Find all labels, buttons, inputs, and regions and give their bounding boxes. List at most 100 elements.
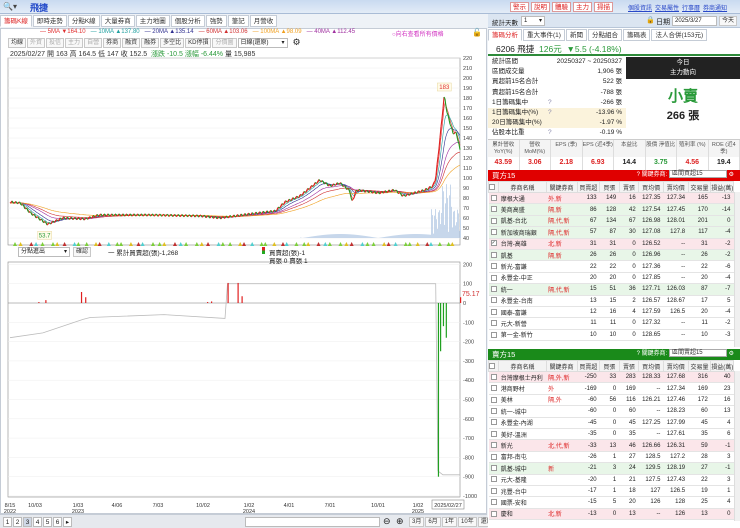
column-header[interactable]: 損益(萬) [710,181,734,193]
column-header[interactable]: 關鍵券商 [545,181,578,193]
row-checkbox[interactable] [488,508,499,521]
tab-stock-analysis[interactable]: 個股分析 [170,15,205,27]
column-header[interactable]: 交易量 [687,360,712,372]
table-row[interactable]: 富邦-南屯 -26 1 27 128.5 127.2 28 3 [488,451,734,464]
toolbar-button[interactable]: KD停損 [185,38,212,48]
trial-button[interactable]: 體驗 [552,2,571,12]
table-row[interactable]: 美林 隔,外 -60 56 116 126.21 127.46 172 16 [488,394,734,407]
legend-note[interactable]: ○向右查看所有價格 [392,32,444,38]
row-checkbox[interactable] [488,428,499,441]
column-header[interactable]: 損益(萬) [710,360,734,372]
broker-name[interactable]: 摩根大通 [498,192,547,205]
table-row[interactable]: 統一-城中 -60 0 60 -- 128.23 60 13 [488,405,734,418]
table-row[interactable]: 新光 北,代,新 -33 13 46 126.66 126.31 59 -1 [488,439,734,452]
row-checkbox[interactable] [488,283,499,296]
broker-name[interactable]: 元大-新營 [498,317,547,330]
row-checkbox[interactable] [488,272,499,285]
column-header[interactable]: 賣均價 [662,181,689,193]
tab-notes[interactable]: 筆記 [227,15,249,27]
today-button[interactable]: 今天 [719,16,738,26]
table-row[interactable]: 美好-溫洲 -35 0 35 -- 127.61 35 6 [488,428,734,441]
period-select[interactable]: 日線(還原) ▾ [237,38,288,48]
table-row[interactable]: 統一 隔,代,新 15 51 36 127.71 126.03 87 -7 [488,283,734,296]
column-header[interactable]: 賣張 [618,181,640,193]
table-row[interactable]: 兆豐-台中 -17 1 18 127 126.5 19 1 [488,485,734,498]
right-tab[interactable]: 新聞 [565,29,587,41]
table-row[interactable]: 永豐金-內湖 -45 0 45 127.25 127.99 45 4 [488,417,734,429]
table-row[interactable]: 新加坡商瑞銀 隔,代,新 57 87 30 127.08 127.8 117 -4 [488,226,734,239]
range-button[interactable]: 3月 [409,517,425,527]
column-header[interactable]: 買張 [599,181,620,193]
table-row[interactable]: 國泰-富謙 12 16 4 127.59 126.5 20 -4 [488,306,734,319]
row-checkbox[interactable] [488,226,499,239]
row-checkbox[interactable] [488,382,499,395]
page-button[interactable]: 5 [43,517,52,527]
table-row[interactable]: 慶和 北,新 -13 0 13 -- 126 13 0 [488,508,734,521]
sell-scrollbar[interactable] [734,371,740,521]
stock-info-link[interactable]: 個股資訊 [628,6,653,12]
date-input[interactable]: 2025/3/27 [672,16,717,26]
search-combo[interactable] [245,517,380,527]
help-icon[interactable]: ? [548,129,552,137]
table-row[interactable]: 港商野村外 -169 0 169 -- 127.34 169 23 [488,382,734,395]
row-checkbox[interactable] [488,192,499,205]
price-chart[interactable]: 2202102001901801701601501401301201101009… [0,0,487,528]
column-header[interactable]: 關鍵券商 [545,360,578,372]
table-row[interactable]: 國票-安和 -15 5 20 126 128 25 4 [488,496,734,509]
main-force-button[interactable]: 主力 [573,2,592,12]
page-more-button[interactable]: ▸ [63,517,72,527]
scan-button[interactable]: 掃描 [594,2,613,12]
column-header[interactable]: 券商名稱 [498,360,547,372]
broker-name[interactable]: 美好-溫洲 [498,428,547,441]
row-checkbox[interactable] [488,249,499,262]
table-row[interactable]: 元大-新營 11 11 0 127.32 -- 11 -2 [488,317,734,330]
row-checkbox[interactable] [488,417,499,429]
row-checkbox[interactable] [488,215,499,228]
table-row[interactable]: 永豐金-中正 20 20 0 127.85 -- 20 -4 [488,272,734,285]
toolbar-button[interactable]: 分價圖 [212,38,237,48]
row-checkbox[interactable] [488,329,499,342]
column-header[interactable]: 買張 [599,360,620,372]
tab-main-force-map[interactable]: 主力地圖 [135,15,170,27]
table-row[interactable]: 凱基-城中新 -21 3 24 129.5 128.19 27 -1 [488,462,734,475]
column-header[interactable]: 買均價 [638,181,664,193]
column-header[interactable]: 買均價 [638,360,664,372]
row-checkbox[interactable] [488,260,499,273]
column-header[interactable]: 交易量 [687,181,712,193]
sell-key-select[interactable]: 區間賣超15 [668,349,727,358]
select-all-checkbox[interactable] [487,360,500,372]
broker-name[interactable]: 第一金-新竹 [498,329,547,342]
row-checkbox[interactable] [488,306,499,319]
broker-name[interactable]: 港商野村 [498,382,547,395]
toolbar-button[interactable]: 融券 [141,38,160,48]
tab-large-brokers[interactable]: 大量券商 [100,15,135,27]
tab-branch-kline[interactable]: 分點K線 [67,15,100,27]
page-button[interactable]: 4 [33,517,42,527]
table-row[interactable]: 第一金-新竹 10 10 0 128.65 -- 10 -3 [488,329,734,342]
row-checkbox[interactable] [488,462,499,475]
broker-name[interactable]: 統一 [498,283,547,296]
toolbar-button[interactable]: 融資 [122,38,141,48]
row-checkbox[interactable] [488,405,499,418]
broker-name[interactable]: 永豐金-台南 [498,295,547,307]
row-checkbox[interactable] [488,439,499,452]
column-header[interactable]: 賣均價 [662,360,689,372]
row-checkbox[interactable] [488,474,499,486]
broker-name[interactable]: 美林 [498,394,547,407]
right-tab[interactable]: 法人合併(153元) [651,29,708,41]
broker-name[interactable]: 統一-城中 [498,405,547,418]
tab-monthly-revenue[interactable]: 月營收 [249,15,278,27]
column-header[interactable]: 買賣超 [576,181,601,193]
table-row[interactable]: 凱基-台北 隔,代,新 67 134 67 126.98 128.01 201 0 [488,215,734,228]
broker-name[interactable]: 新加坡商瑞銀 [498,226,547,239]
table-row[interactable]: 凱基 隔,新 26 26 0 126.96 -- 26 -2 [488,249,734,262]
range-button[interactable]: 1年 [441,517,458,527]
toolbar-button[interactable]: 投信 [46,38,65,48]
broker-name[interactable]: 台灣摩根士丹利 [498,371,547,384]
row-checkbox[interactable] [488,496,499,509]
help-icon[interactable]: ? [548,108,552,116]
page-button[interactable]: 6 [53,517,62,527]
broker-name[interactable]: 新光 [498,439,547,452]
page-button[interactable]: 3 [23,517,32,527]
table-row[interactable]: ✓ 台灣-高雄 北,新 31 31 0 126.52 -- 31 -2 [488,238,734,250]
